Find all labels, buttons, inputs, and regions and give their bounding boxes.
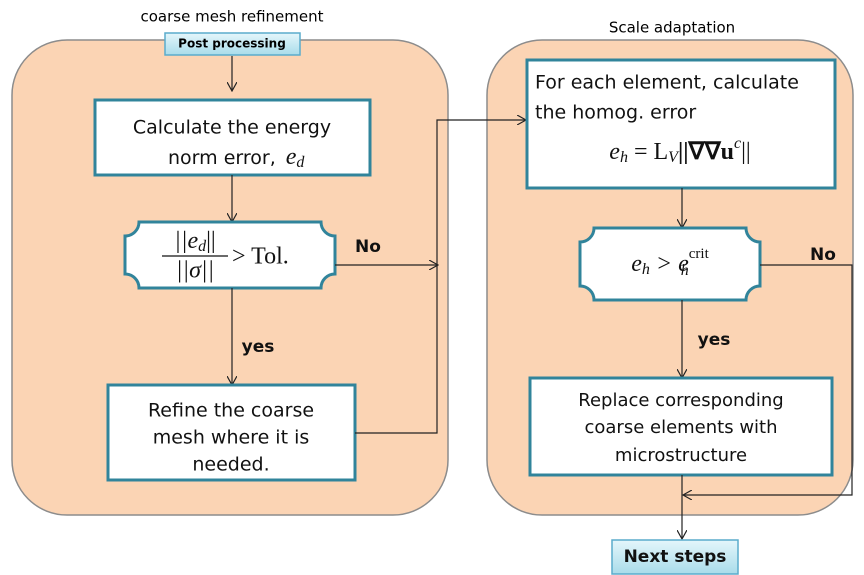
- start-box: [164, 32, 301, 56]
- step-text: coarse elements with: [584, 417, 777, 438]
- decision-box: [578, 226, 762, 302]
- subscript: h: [642, 261, 650, 278]
- relation: > Tol.: [232, 244, 289, 270]
- step-text: Calculate the energy: [133, 117, 331, 139]
- step-text: Replace corresponding: [578, 390, 783, 411]
- numerator: ||ed||: [174, 228, 215, 255]
- superscript: crit: [689, 246, 710, 262]
- start-label: Post processing: [178, 37, 286, 51]
- symbol: e: [609, 139, 620, 165]
- formula: eh = LV||∇∇uc||: [609, 135, 750, 166]
- step-text: the homog. error: [535, 102, 696, 124]
- step-text: Refine the coarse: [148, 400, 314, 422]
- condition: eh > ecrit h: [631, 246, 709, 278]
- symbol: e: [631, 251, 642, 277]
- no-label: No: [810, 245, 836, 265]
- end-box: [611, 539, 739, 575]
- text: > e: [656, 251, 689, 277]
- symbol: u: [721, 139, 734, 165]
- subscript: V: [668, 149, 680, 166]
- right-title: Scale adaptation: [609, 19, 735, 37]
- text: ||e: [174, 228, 198, 254]
- yes-label: yes: [242, 337, 275, 357]
- subscript: h: [620, 149, 628, 166]
- connector: [684, 264, 853, 495]
- step-box: [525, 58, 837, 190]
- denominator: ||σ||: [176, 258, 214, 284]
- step-box: [93, 98, 372, 177]
- text: norm error,: [168, 147, 276, 169]
- subscript: d: [198, 238, 207, 255]
- symbol: e: [286, 144, 297, 170]
- step-text: For each element, calculate: [535, 72, 799, 94]
- step-text: norm error, ed: [168, 144, 305, 171]
- step-box: [106, 383, 357, 482]
- connector: [355, 120, 525, 434]
- step-text: mesh where it is: [153, 427, 310, 449]
- subscript: h: [681, 262, 689, 279]
- decision-box: [123, 220, 337, 290]
- yes-label: yes: [698, 330, 731, 350]
- text: = L: [634, 139, 668, 165]
- end-label: Next steps: [624, 547, 727, 567]
- step-text: needed.: [192, 454, 269, 476]
- no-label: No: [355, 237, 381, 257]
- text: ||∇∇: [678, 139, 722, 165]
- text: ||: [206, 228, 216, 254]
- left-title: coarse mesh refinement: [140, 8, 323, 26]
- subscript: d: [296, 154, 305, 171]
- step-box: [528, 376, 834, 477]
- text: ||: [741, 139, 751, 165]
- superscript: c: [734, 135, 741, 152]
- step-text: microstructure: [615, 445, 747, 466]
